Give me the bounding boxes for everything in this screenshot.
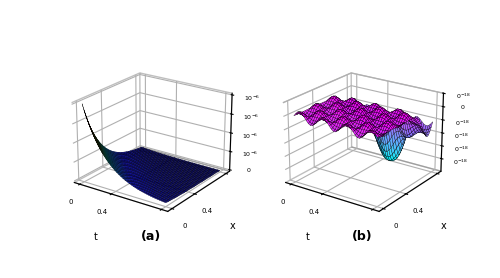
X-axis label: t: t bbox=[306, 232, 310, 242]
Title: (a): (a) bbox=[140, 230, 160, 243]
Title: (b): (b) bbox=[352, 230, 372, 243]
Y-axis label: x: x bbox=[441, 221, 446, 231]
X-axis label: t: t bbox=[94, 232, 98, 242]
Y-axis label: x: x bbox=[230, 221, 235, 231]
